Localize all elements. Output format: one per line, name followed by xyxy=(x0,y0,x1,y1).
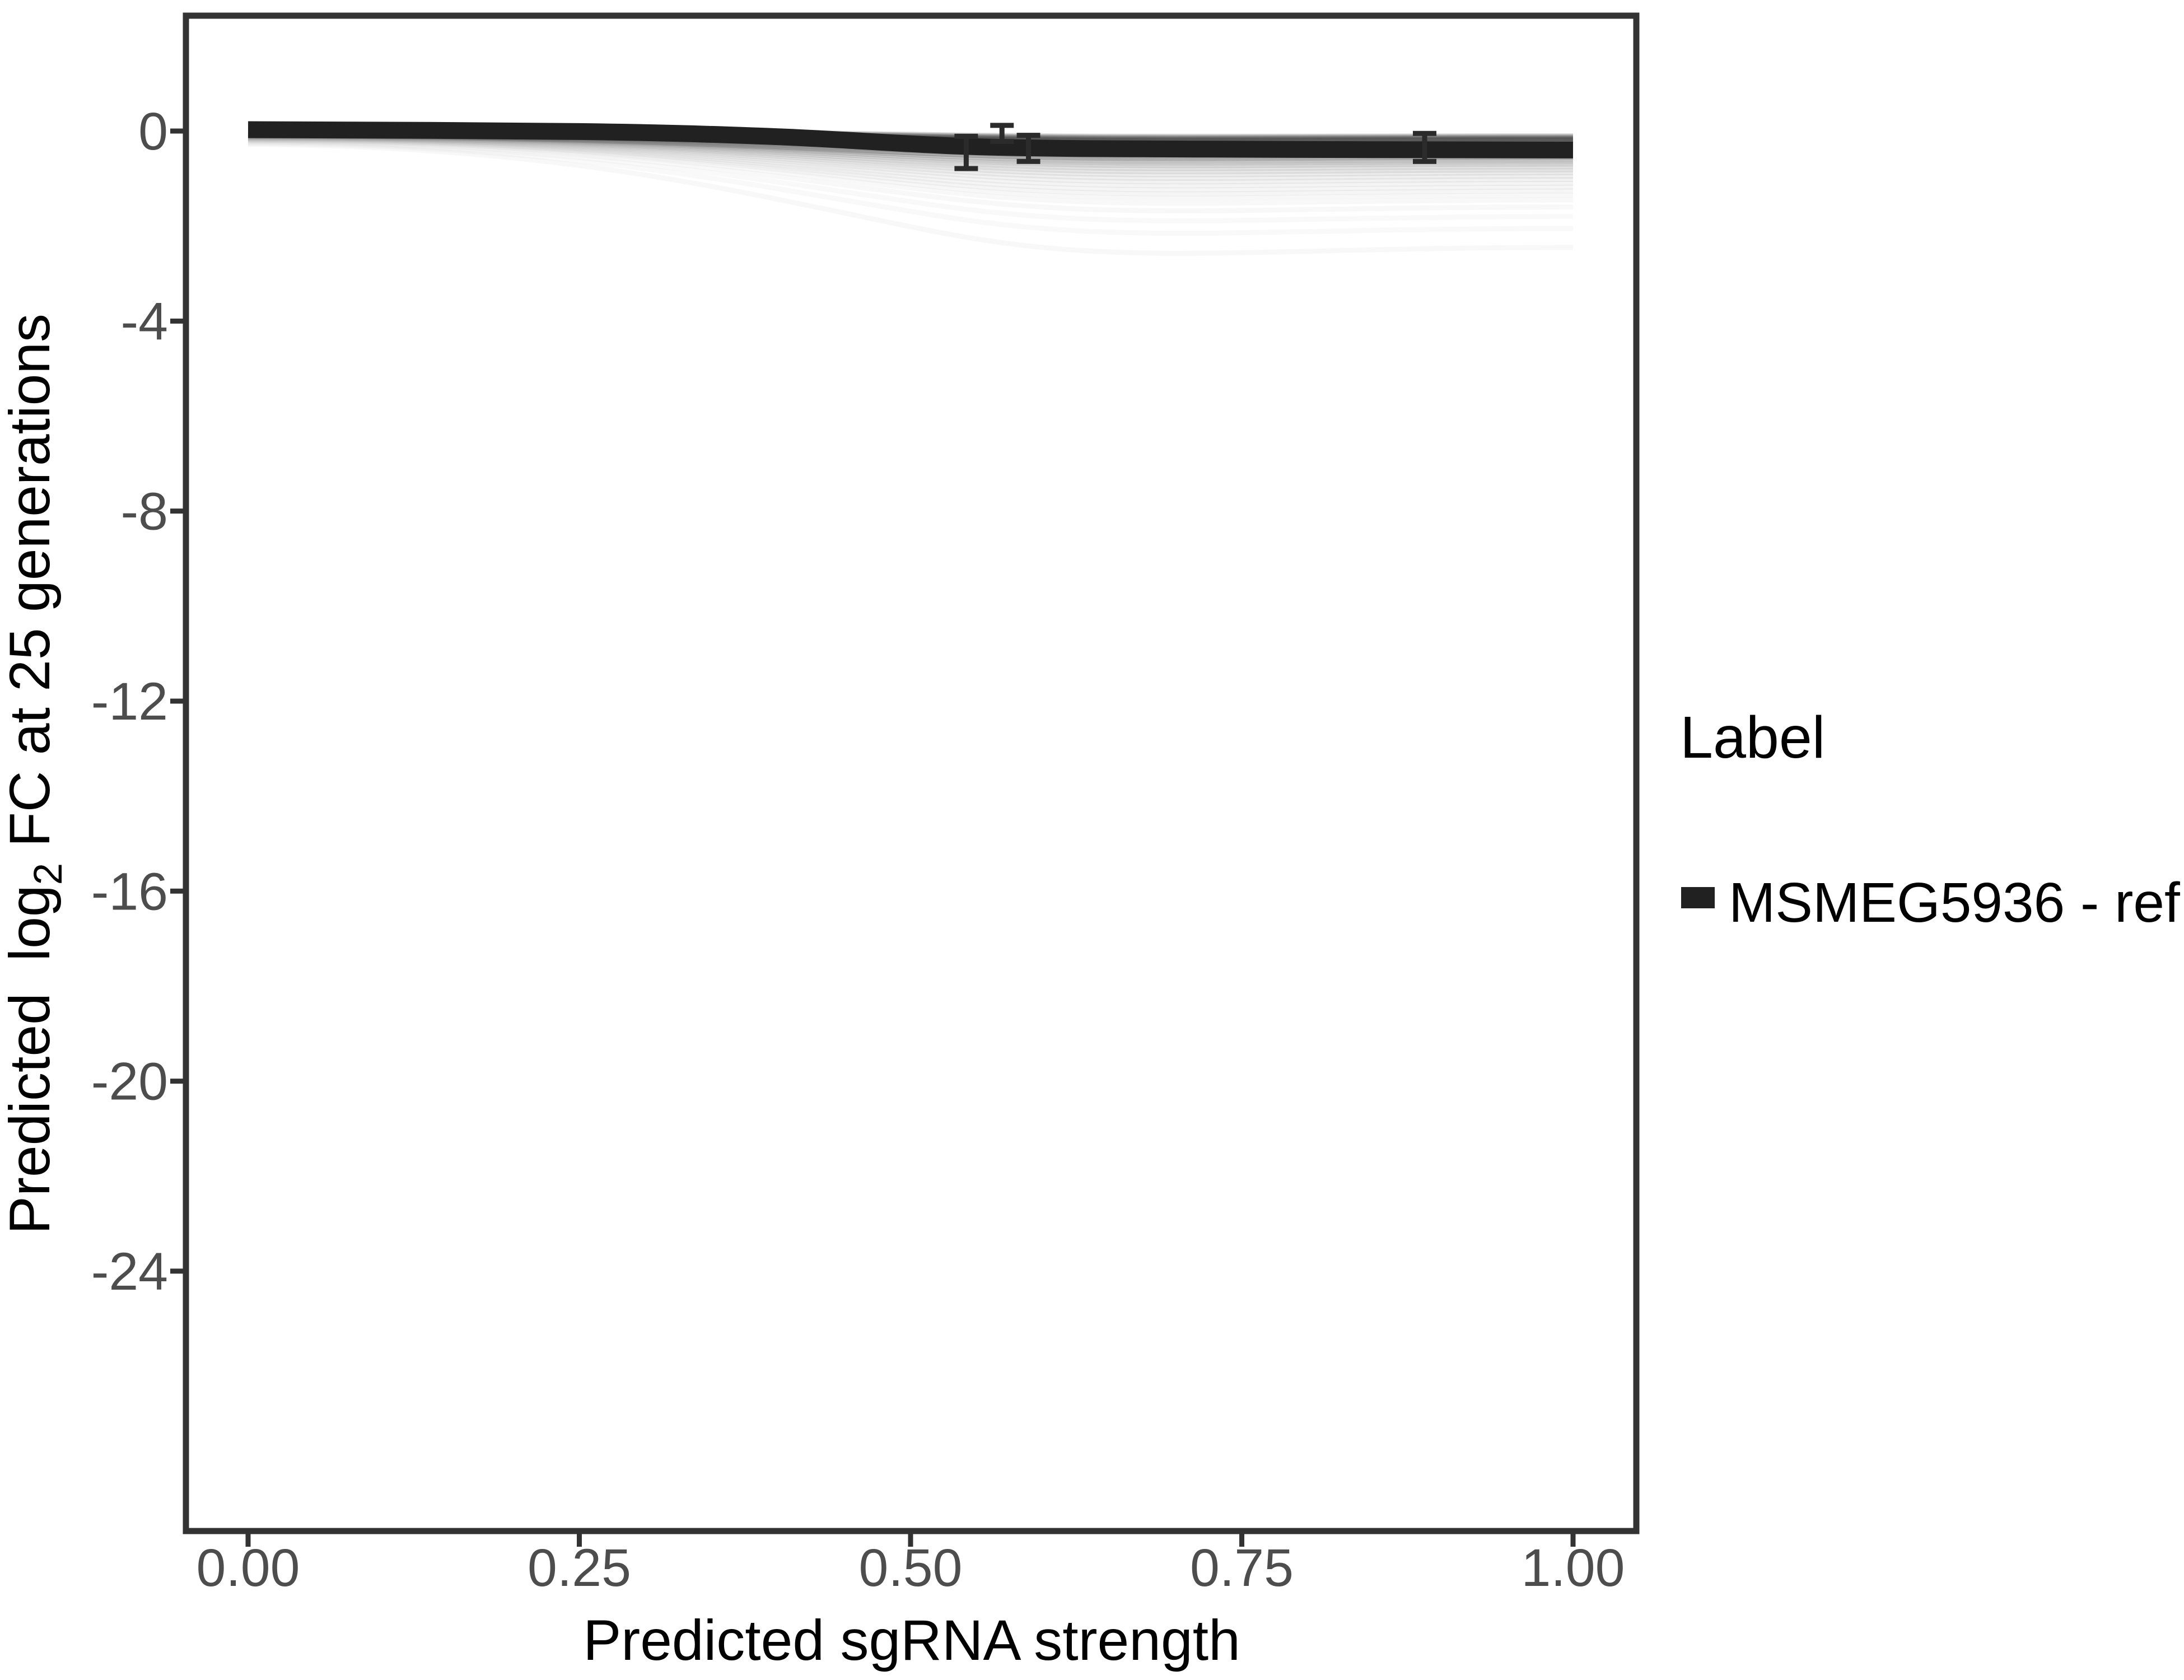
background-curve xyxy=(248,138,1574,206)
background-curve xyxy=(248,136,1574,185)
background-curve xyxy=(248,137,1574,201)
error-bar xyxy=(1413,130,1437,164)
background-curve xyxy=(248,134,1574,175)
legend-entry-label: MSMEG5936 - ref xyxy=(1729,871,2180,934)
y-tick-label: -16 xyxy=(91,862,168,921)
y-tick-label: -4 xyxy=(121,292,168,351)
error-bar xyxy=(1016,133,1040,164)
error-bar xyxy=(954,133,978,171)
legend-title: Label xyxy=(1680,704,1826,771)
error-bar xyxy=(990,123,1014,144)
x-tick-label: 0.25 xyxy=(528,1538,631,1598)
background-curve xyxy=(248,134,1574,178)
x-tick-label: 0.50 xyxy=(859,1538,963,1598)
background-curve xyxy=(248,136,1574,189)
background-curve xyxy=(248,137,1574,197)
x-axis-title: Predicted sgRNA strength xyxy=(583,1608,1240,1672)
plot-area xyxy=(248,121,1574,206)
y-tick-label: 0 xyxy=(138,102,168,161)
y-axis-title-post: FC at 25 generations xyxy=(0,313,62,863)
legend: Label MSMEG5936 - ref xyxy=(1680,704,2180,931)
main-series-line xyxy=(248,121,1574,158)
background-curve xyxy=(248,136,1574,193)
background-curve xyxy=(248,133,1574,172)
y-tick-label: -12 xyxy=(91,672,168,731)
y-axis-title: Predicted log2 FC at 25 generations xyxy=(0,313,71,1235)
y-tick-label: -8 xyxy=(121,482,168,542)
y-tick-label: -24 xyxy=(91,1242,168,1301)
y-tick-label: -20 xyxy=(91,1052,168,1112)
x-tick-label: 0.75 xyxy=(1190,1538,1294,1598)
y-axis-title-pre: Predicted log xyxy=(0,885,62,1235)
legend-key-swatch xyxy=(1681,887,1715,908)
x-tick-label: 1.00 xyxy=(1522,1538,1625,1598)
background-curve xyxy=(248,133,1574,169)
panel-border xyxy=(183,12,1640,1534)
y-axis-title-subscript: 2 xyxy=(26,862,71,885)
background-curve xyxy=(248,135,1574,181)
x-tick-label: 0.00 xyxy=(197,1538,300,1598)
